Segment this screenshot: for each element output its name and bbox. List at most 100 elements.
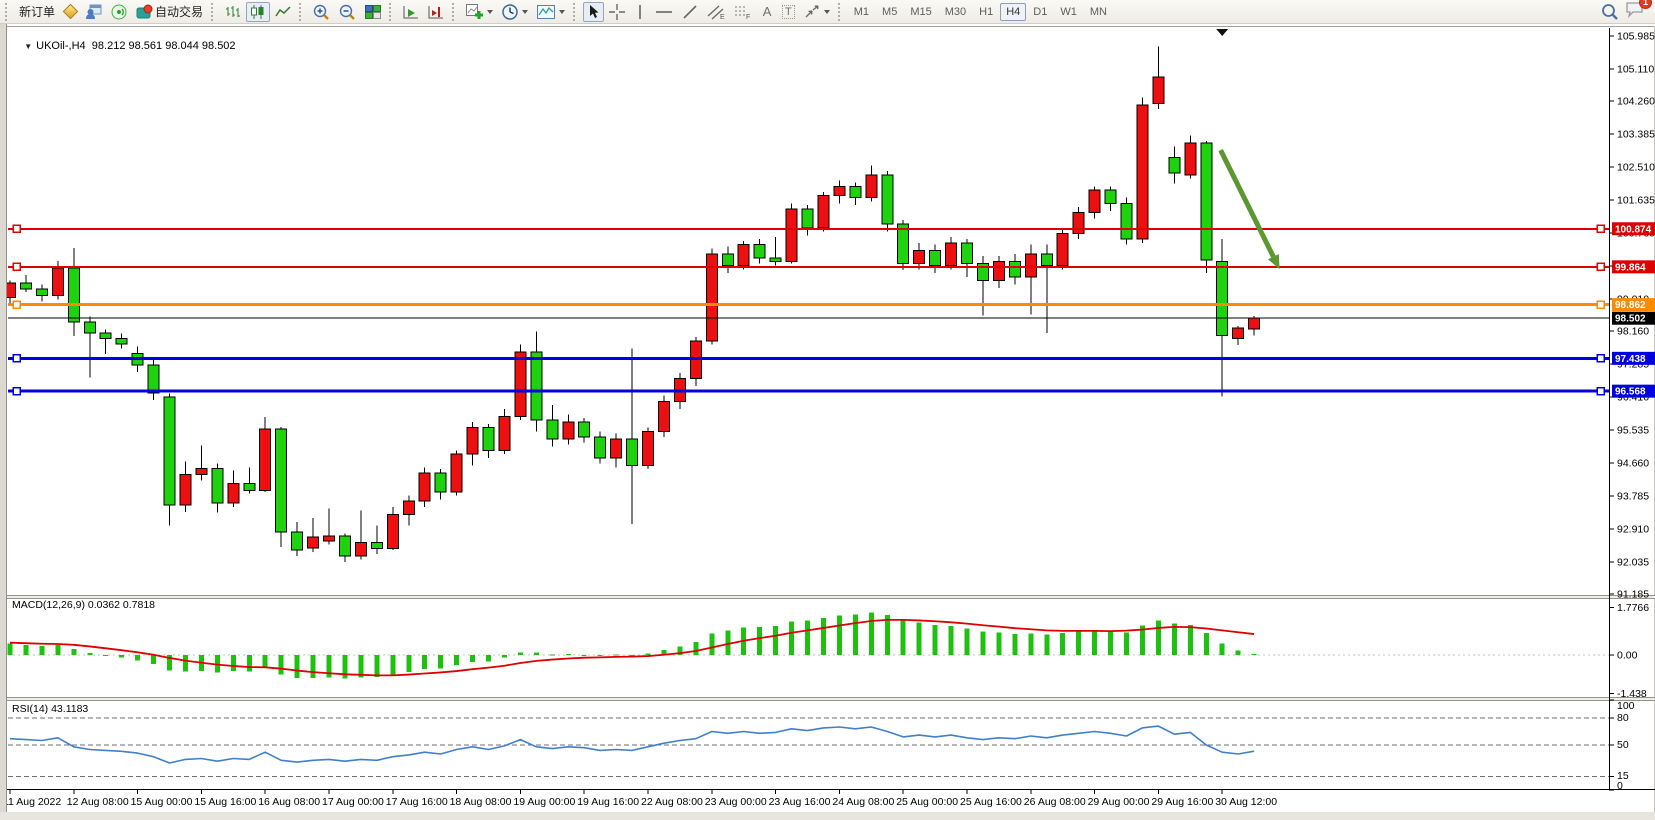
autoscroll-button[interactable]	[399, 2, 423, 22]
line-handle[interactable]	[1596, 224, 1605, 234]
annotation-arrow-line[interactable]	[1218, 148, 1276, 258]
line-handle[interactable]	[12, 354, 21, 363]
time-axis-label: 24 Aug 08:00	[832, 796, 894, 808]
timeframe-button-M5[interactable]: M5	[882, 5, 898, 18]
bull-candle	[498, 415, 511, 451]
line-chart-button[interactable]	[271, 2, 295, 22]
toolbar-grip[interactable]	[211, 2, 217, 21]
line-handle[interactable]	[12, 262, 21, 272]
time-axis-label: 29 Aug 16:00	[1151, 796, 1213, 808]
signals-button[interactable]	[107, 2, 131, 22]
bear-candle	[243, 482, 256, 491]
line-handle[interactable]	[1596, 262, 1605, 272]
macd-histogram-bar	[230, 655, 236, 672]
bear-candle	[929, 249, 942, 266]
bear-candle	[1216, 261, 1229, 336]
add-indicator-button[interactable]	[462, 2, 497, 22]
vertical-line-tool-button[interactable]	[630, 2, 650, 22]
price-level-badge-text: 98.862	[1615, 300, 1646, 311]
price-tick-label: 94.660	[1617, 458, 1649, 470]
shapes-tool-button[interactable]	[800, 2, 834, 22]
time-axis-label: 11 Aug 2022	[3, 796, 61, 808]
bull-candle	[1024, 253, 1037, 278]
timeframe-button-H4[interactable]: H4	[1000, 2, 1027, 21]
line-handle[interactable]	[1596, 354, 1605, 363]
notifications-button[interactable]: 1	[1625, 0, 1652, 23]
macd-histogram-bar	[1235, 650, 1241, 655]
periods-button[interactable]	[498, 2, 532, 22]
chart-shift-icon	[428, 5, 444, 18]
annotation-arrow-head[interactable]	[1268, 254, 1280, 270]
macd-histogram-bar	[773, 626, 779, 655]
toolbar-grip[interactable]	[452, 2, 458, 21]
bear-candle	[530, 351, 543, 421]
toolbar-grip[interactable]	[299, 2, 305, 21]
toolbar-grip[interactable]	[837, 2, 844, 21]
macd-histogram-bar	[948, 626, 954, 655]
fibonacci-tool-button[interactable]: F	[730, 2, 756, 22]
bull-candle	[307, 536, 320, 549]
zoom-out-button[interactable]	[335, 2, 360, 22]
autotrading-icon	[136, 4, 153, 19]
community-button[interactable]	[81, 2, 106, 22]
crosshair-icon	[609, 3, 626, 20]
chart-shift-button[interactable]	[424, 2, 448, 22]
bull-candle	[195, 467, 208, 475]
trendline-tool-button[interactable]	[678, 2, 702, 22]
chart-shift-marker[interactable]	[1216, 29, 1229, 36]
timeframe-button-H1[interactable]: H1	[979, 5, 994, 18]
macd-histogram-bar	[549, 654, 555, 656]
line-handle[interactable]	[1596, 386, 1605, 396]
macd-histogram-bar	[757, 626, 763, 655]
label-tool-button[interactable]: T	[778, 2, 799, 22]
macd-histogram-bar	[964, 628, 970, 655]
autotrading-button[interactable]: 自动交易	[132, 2, 207, 22]
search-icon[interactable]	[1601, 3, 1619, 21]
line-handle[interactable]	[12, 224, 21, 234]
timeframe-button-W1[interactable]: W1	[1060, 5, 1077, 18]
crosshair-tool-button[interactable]	[605, 2, 629, 22]
macd-histogram-bar	[406, 655, 412, 673]
channel-tool-button[interactable]: E	[703, 2, 729, 22]
macd-histogram-bar	[278, 655, 284, 675]
bull-candle	[992, 261, 1005, 282]
pane-separator[interactable]	[0, 595, 1655, 599]
market-button[interactable]	[60, 2, 80, 22]
line-handle[interactable]	[12, 386, 21, 396]
toolbar-grip[interactable]	[573, 2, 579, 21]
candlestick-chart-button[interactable]	[246, 1, 271, 22]
price-tick-label: 95.535	[1617, 425, 1649, 437]
macd-histogram-bar	[1092, 630, 1098, 655]
toolbar-grip[interactable]	[389, 2, 395, 21]
cursor-tool-button[interactable]	[583, 1, 605, 22]
timeframe-button-MN[interactable]: MN	[1089, 5, 1107, 18]
chart-window-title[interactable]: ▼ UKOil-,H4 98.212 98.561 98.044 98.502	[12, 28, 235, 64]
timeframe-button-M30[interactable]: M30	[944, 5, 967, 18]
timeframe-button-M15[interactable]: M15	[910, 5, 932, 18]
zoom-in-button[interactable]	[309, 2, 334, 22]
new-order-button[interactable]: 新订单	[19, 5, 56, 19]
timeframe-button-D1[interactable]: D1	[1033, 5, 1048, 18]
bull-candle	[1248, 317, 1261, 330]
line-handle[interactable]	[1596, 300, 1605, 309]
price-level-badge-text: 99.864	[1615, 262, 1646, 273]
horizontal-line-tool-button[interactable]	[651, 2, 677, 22]
templates-button[interactable]	[533, 2, 569, 22]
timeframe-button-M1[interactable]: M1	[853, 5, 870, 18]
time-axis-label: 15 Aug 00:00	[131, 796, 193, 808]
bull-candle	[402, 500, 415, 515]
bear-candle	[881, 174, 894, 225]
bar-chart-button[interactable]	[221, 2, 245, 22]
text-tool-button[interactable]: A	[757, 2, 777, 22]
bull-candle	[386, 513, 399, 549]
macd-histogram-bar	[342, 655, 348, 679]
line-handle[interactable]	[12, 300, 21, 309]
pane-separator[interactable]	[0, 697, 1655, 701]
macd-histogram-bar	[390, 655, 396, 675]
time-axis-label: 19 Aug 16:00	[577, 796, 639, 808]
bear-candle	[83, 321, 96, 334]
toolbar-grip[interactable]	[5, 2, 11, 21]
tile-windows-button[interactable]	[361, 2, 385, 22]
chart-dropdown-icon[interactable]: ▼	[24, 42, 33, 51]
